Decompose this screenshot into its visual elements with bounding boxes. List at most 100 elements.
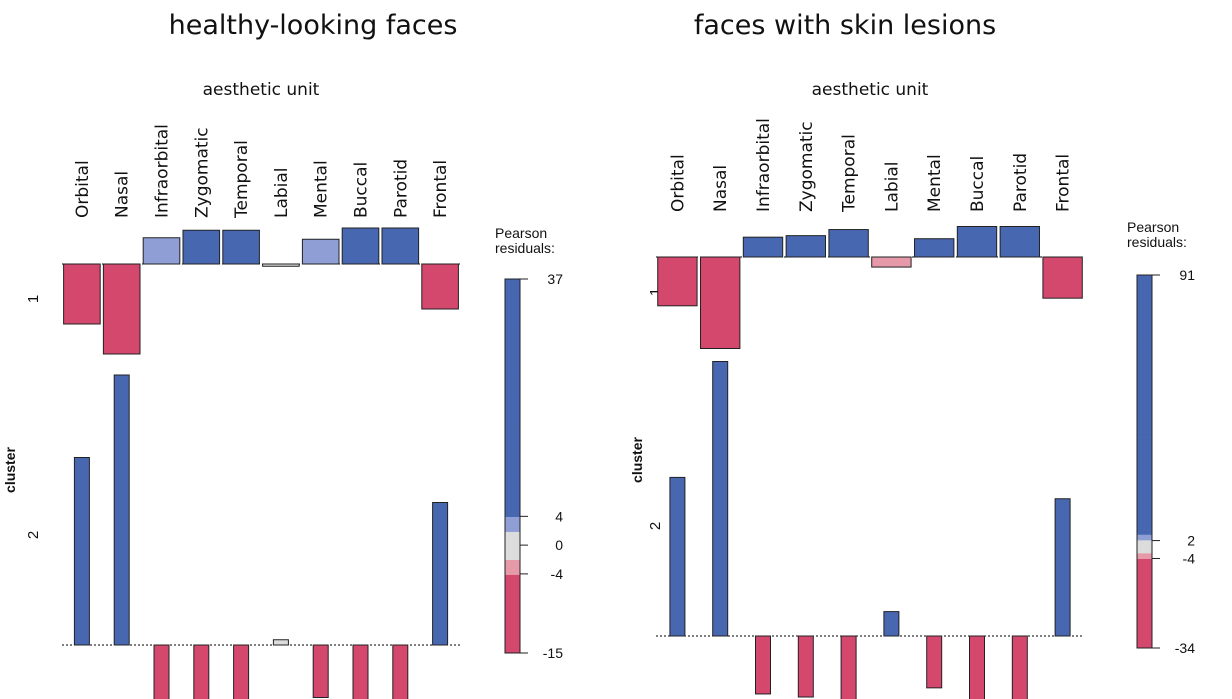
legend-swatch [505,312,520,316]
legend-swatch [505,595,520,598]
residual-bar [712,361,729,637]
legend-swatch [505,292,520,295]
legend-swatch [505,458,520,461]
legend-swatch [1137,455,1152,459]
legend-swatch [505,565,520,568]
legend-swatch [505,651,520,654]
column-label: Labial [882,161,902,212]
legend-swatch [505,348,520,351]
legend-swatch [505,544,520,547]
residual-bar [262,263,300,267]
legend-swatch [505,574,520,577]
legend-swatch [1137,452,1152,455]
legend-swatch [505,630,520,633]
legend-swatch [1137,461,1152,464]
legend-swatch [505,325,520,329]
legend-swatch [505,295,520,299]
legend-swatch [1137,616,1152,619]
legend-swatch [1137,565,1152,569]
legend-tick-label: 0 [555,537,563,553]
legend-swatch [505,600,520,604]
legend-swatch [505,454,520,458]
legend-tick-label: 4 [555,508,563,524]
legend-swatch [505,378,520,381]
legend-swatch [505,649,520,652]
legend-swatch [1137,605,1152,608]
legend-swatch [1137,577,1152,580]
legend-swatch [1137,429,1152,433]
legend-swatch [505,509,520,512]
row-label: 1 [647,288,664,296]
legend-swatch [505,619,520,622]
legend-swatch [1137,562,1152,565]
legend-swatch [505,379,520,383]
legend-swatch [1137,370,1152,373]
legend-swatch [505,617,520,620]
legend-swatch [505,467,520,471]
legend-swatch [505,279,520,282]
legend-swatch [505,327,520,330]
legend-swatch [505,314,520,317]
residual-bar [871,256,912,268]
legend-swatch [1137,586,1152,589]
legend-swatch [505,346,520,349]
legend-swatch [1137,534,1152,537]
legend-swatch [505,372,520,375]
legend-swatch [505,293,520,297]
legend-swatch [1137,634,1152,638]
legend-swatch [1137,482,1152,485]
legend-swatch [505,473,520,476]
legend-swatch [505,340,520,344]
legend-swatch [505,523,520,527]
legend-swatch [1137,554,1152,558]
legend-swatch [1137,470,1152,474]
legend-title: Pearson [495,225,547,241]
legend-swatch [505,494,520,497]
residual-bar [352,644,369,699]
legend-swatch [505,608,520,611]
legend-swatch [1137,571,1152,574]
legend-swatch [1137,377,1152,380]
column-label: Orbital [73,160,93,218]
legend-swatch [1137,498,1152,502]
legend-swatch [1137,614,1152,617]
legend-swatch [1137,493,1152,496]
legend-tick-label: -15 [543,645,563,661]
legend-swatch [1137,468,1152,472]
legend-swatch [1137,403,1152,407]
legend-swatch [505,333,520,336]
x-axis-label: aesthetic unit [203,80,320,100]
legend-swatch [1137,329,1152,332]
residual-bar [222,229,260,265]
residual-bar [63,263,101,325]
legend-swatch [1137,593,1152,597]
legend-swatch [505,576,520,579]
column-label: Mental [312,160,332,218]
legend-tick-label: -4 [551,566,564,582]
legend-swatch [1137,399,1152,403]
legend-swatch [1137,323,1152,326]
legend-swatch [1137,515,1152,518]
legend-swatch [1137,301,1152,304]
legend-swatch [1137,332,1152,336]
legend-swatch [505,417,520,420]
legend-swatch [505,552,520,555]
legend-swatch [505,413,520,417]
legend-swatch [1137,495,1152,498]
legend-swatch [1137,636,1152,640]
legend-swatch [1137,379,1152,382]
legend-swatch [1137,358,1152,362]
legend-swatch [505,436,520,439]
legend-swatch [505,445,520,448]
legend-swatch [505,512,520,516]
legend-swatch [505,336,520,340]
legend-swatch [505,394,520,398]
legend-swatch [1137,638,1152,642]
legend-swatch [505,593,520,596]
residual-bar [828,229,869,258]
legend-swatch [505,499,520,503]
legend-swatch [505,329,520,332]
legend-swatch [1137,590,1152,593]
legend-swatch [1137,567,1152,571]
legend-swatch [505,604,520,607]
